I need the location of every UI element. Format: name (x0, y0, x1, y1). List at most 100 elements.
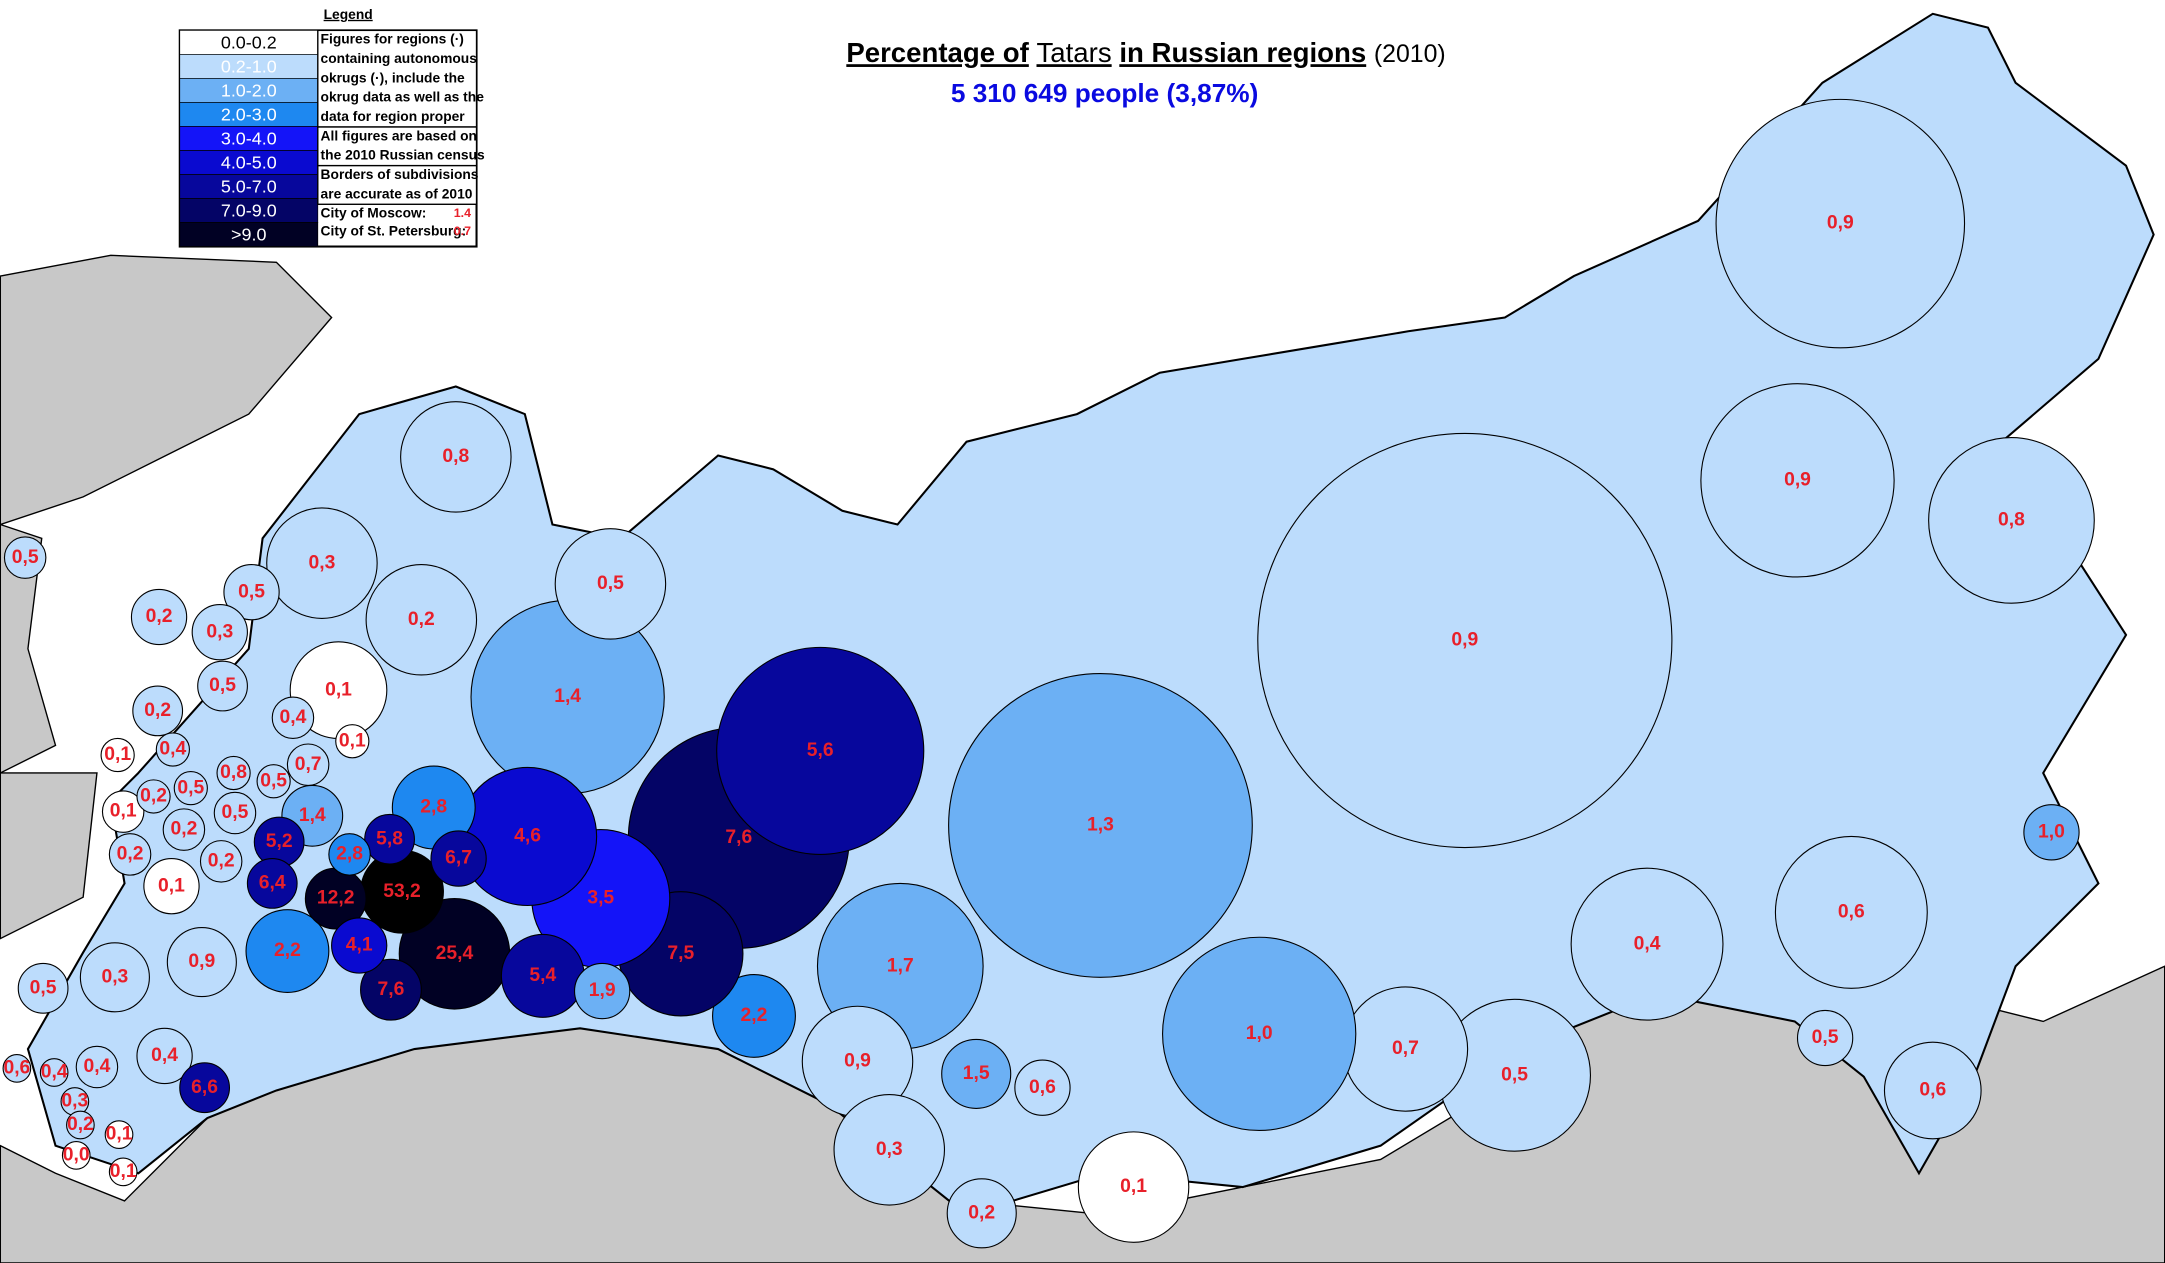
region-label: 1,4 (554, 686, 581, 707)
legend-swatch (179, 174, 319, 199)
region (1014, 1059, 1071, 1116)
region (61, 1140, 91, 1170)
region-label: 1,7 (887, 955, 914, 976)
legend-note: All figures are based on (321, 128, 477, 143)
region-label: 0,5 (597, 573, 624, 594)
region (2, 1054, 32, 1083)
legend-note-box (317, 164, 478, 205)
region (256, 764, 291, 799)
region (1570, 867, 1724, 1021)
region (216, 755, 251, 791)
legend-range: 7.0-9.0 (221, 201, 277, 221)
region (716, 646, 925, 855)
region (1883, 1041, 1982, 1140)
region (430, 830, 487, 887)
region (100, 737, 135, 773)
region (1077, 1131, 1190, 1243)
region (1928, 437, 2095, 604)
region-label: 0,9 (1784, 469, 1811, 490)
region-label: 0,4 (159, 739, 186, 760)
legend-city: City of St. Petersburg: (321, 224, 467, 239)
title-year: (2010) (1374, 41, 1446, 68)
region-label: 1,4 (299, 805, 326, 826)
region (213, 791, 257, 835)
region-label: 6,7 (445, 848, 472, 869)
region-label: 0,3 (101, 966, 128, 987)
region (101, 790, 145, 833)
region (271, 696, 315, 740)
region (246, 858, 298, 909)
region (365, 564, 478, 676)
region-label: 0,6 (1919, 1080, 1946, 1101)
region-label: 3,5 (587, 888, 614, 909)
region-label: 2,2 (274, 940, 301, 961)
region-label: 0,0 (63, 1144, 90, 1165)
legend-note: containing autonomous (321, 51, 478, 66)
legend-range: 1.0-2.0 (221, 81, 277, 101)
region-label: 0,5 (177, 777, 204, 798)
legend-note: data for region proper (321, 109, 466, 124)
region-label: 0,2 (208, 850, 235, 871)
region-label: 2,8 (336, 844, 363, 865)
legend-range: 2.0-3.0 (221, 105, 277, 125)
region-label: 5,2 (266, 831, 293, 852)
region-label: 0,5 (1501, 1064, 1528, 1085)
region (712, 973, 796, 1058)
region (335, 724, 370, 759)
legend-swatch (179, 198, 319, 223)
region-label: 5,8 (376, 828, 403, 849)
region-label: 0,8 (1998, 509, 2025, 530)
region-label: 0,6 (1029, 1077, 1056, 1098)
region-label: 0,3 (206, 621, 233, 642)
region-label: 0,9 (844, 1051, 871, 1072)
region-label: 7,6 (725, 827, 752, 848)
region (155, 732, 190, 767)
legend: 0.0-0.2 0.2-1.0 1.0-2.0 2.0-3.0 3.0-4.0 4.0-5… (178, 29, 485, 248)
legend-range: 5.0-7.0 (221, 177, 277, 197)
region-label: 0,2 (117, 844, 144, 865)
region-label: 0,1 (110, 801, 137, 822)
region (197, 660, 248, 712)
region (266, 507, 378, 619)
region-label: 0,7 (295, 754, 322, 775)
region (328, 833, 371, 876)
region-label: 0,4 (1634, 933, 1661, 954)
region (833, 1094, 946, 1206)
region-label: 0,4 (280, 707, 307, 728)
legend-range: >9.0 (231, 225, 266, 245)
region (364, 813, 415, 865)
region (166, 927, 237, 998)
region-label: 6,6 (191, 1077, 218, 1098)
region-label: 2,8 (420, 797, 447, 818)
region-label: 0,4 (41, 1062, 68, 1083)
region-label: 0,1 (1120, 1176, 1147, 1197)
legend-range: 4.0-5.0 (221, 153, 277, 173)
legend-swatch (179, 126, 319, 151)
legend-heading: Legend (324, 7, 373, 22)
legend-swatch (179, 30, 319, 55)
region (1796, 1009, 1854, 1067)
region (75, 1045, 119, 1089)
legend-swatch (179, 222, 319, 247)
legend-range: 3.0-4.0 (221, 129, 277, 149)
region (162, 808, 206, 851)
legend-range: 0.2-1.0 (221, 57, 277, 77)
legend-note: okrugs (·), include the (321, 70, 465, 85)
region-label: 0,2 (140, 786, 167, 807)
legend-city-value: 1.4 (454, 206, 471, 220)
legend-city: City of Moscow: (321, 206, 427, 221)
region-label: 0,6 (3, 1057, 30, 1078)
region (108, 833, 152, 876)
region (1715, 98, 1966, 349)
region (132, 685, 184, 737)
region (1700, 383, 1895, 578)
region-label: 7,5 (667, 943, 694, 964)
legend-note-box (317, 29, 478, 128)
region (104, 1120, 134, 1149)
legend-city-value: 0.7 (454, 224, 471, 238)
region-label: 4,1 (346, 935, 373, 956)
region (1257, 432, 1673, 849)
region-label: 0,9 (188, 951, 215, 972)
region-label: 53,2 (383, 881, 421, 902)
region-label: 0,1 (106, 1124, 133, 1145)
